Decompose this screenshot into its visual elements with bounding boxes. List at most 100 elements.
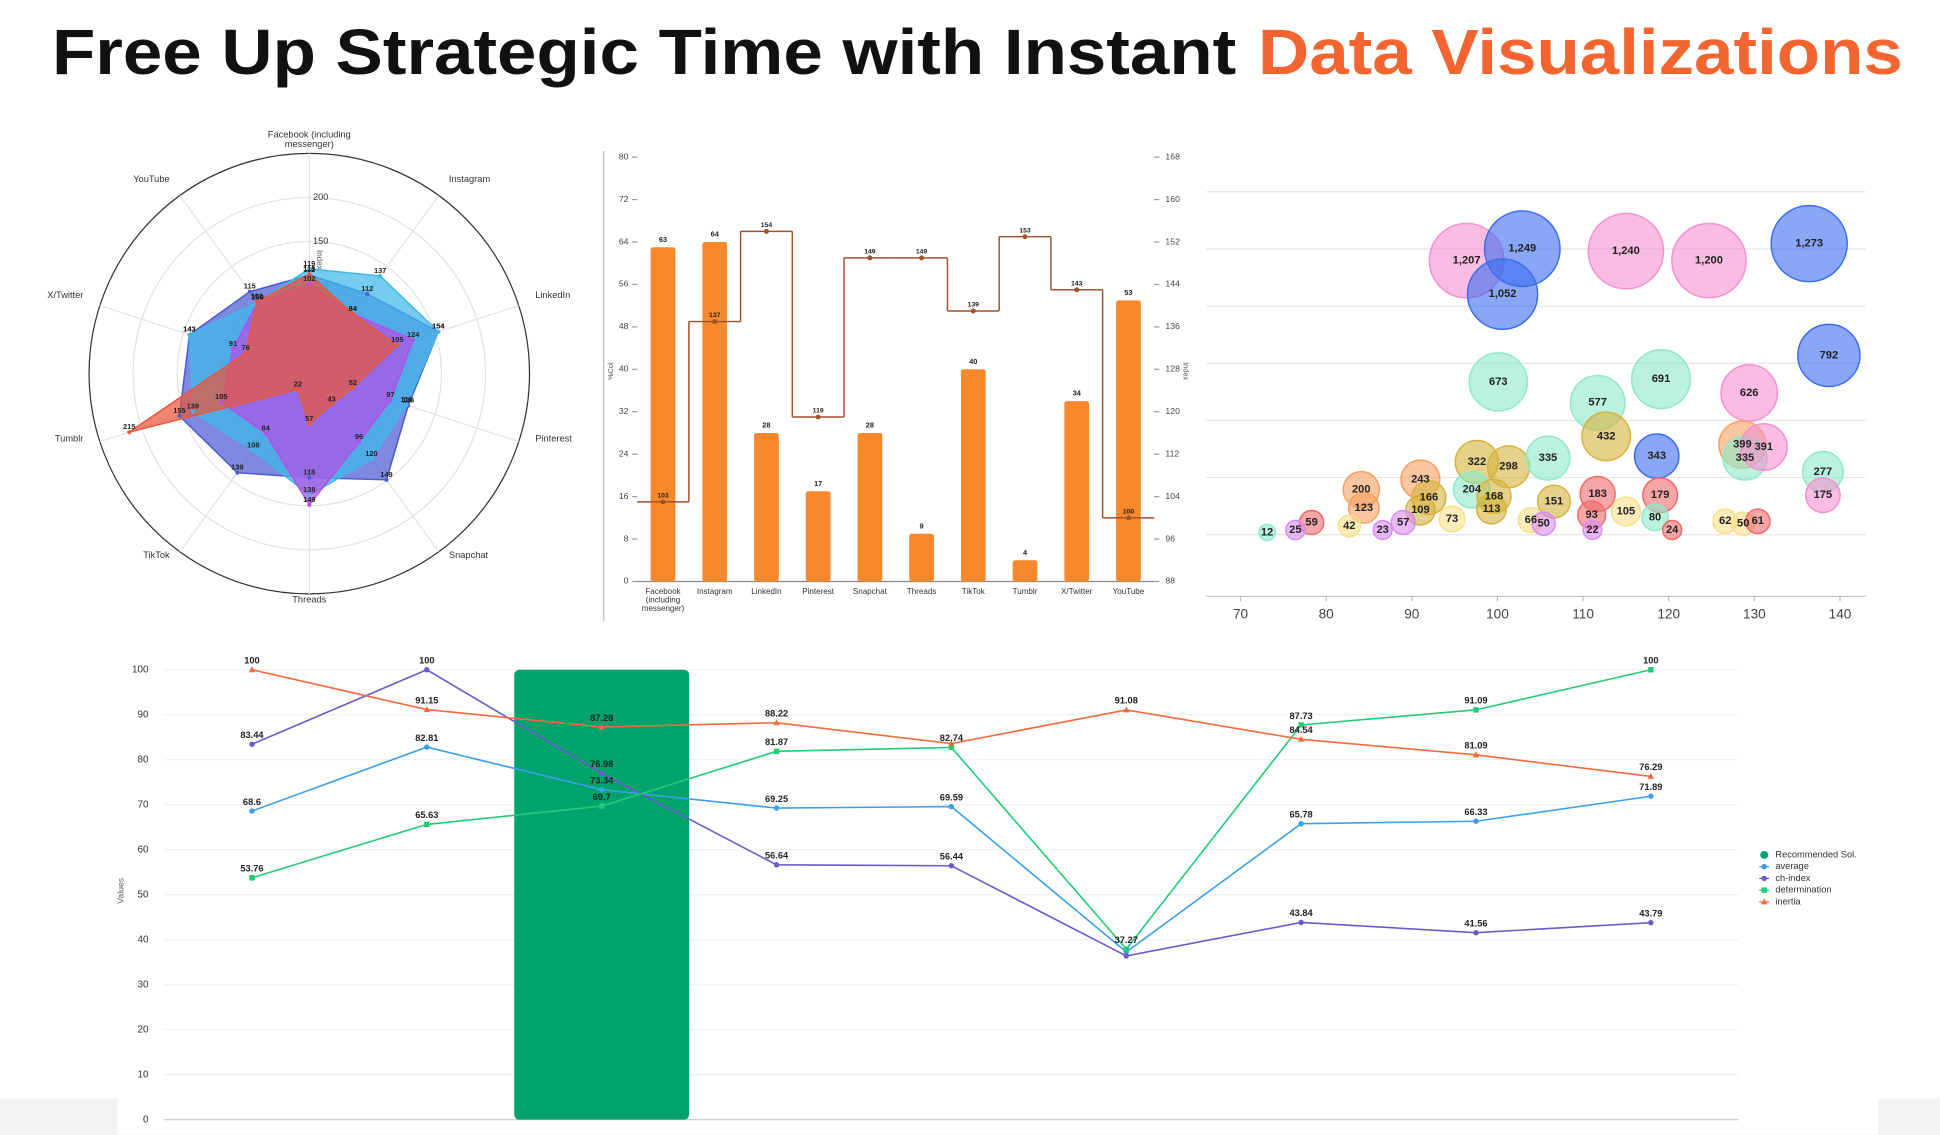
- data-label: 65.78: [1290, 810, 1313, 820]
- marker: [1472, 751, 1480, 758]
- data-label: 102: [303, 274, 315, 283]
- bubble: [1641, 503, 1670, 532]
- data-label: 335: [1736, 452, 1755, 464]
- step-point: [1125, 515, 1131, 521]
- data-label: 100: [1643, 656, 1658, 666]
- radar-point: [384, 477, 389, 482]
- legend-label: Recommended Sol.: [1775, 849, 1856, 859]
- bar: [1012, 560, 1038, 582]
- radar-point: [307, 502, 312, 507]
- content: Free Up Strategic Time with Instant Data …: [0, 16, 1940, 1135]
- y-axis-title: Values: [116, 877, 126, 903]
- y-tick-label: 40: [619, 364, 629, 374]
- marker: [1473, 818, 1479, 824]
- data-label: 149: [303, 495, 315, 504]
- radar-point: [369, 457, 374, 462]
- x-tick-label-text: Threads: [906, 587, 937, 597]
- data-label: 84: [349, 304, 358, 313]
- data-label: 139: [968, 302, 980, 309]
- r-tick-label: 200: [313, 192, 328, 202]
- marker: [1648, 793, 1654, 799]
- marker: [598, 723, 605, 730]
- radar-point: [219, 400, 224, 405]
- category-label: Facebook (including messenger): [268, 130, 351, 149]
- bar: [909, 533, 934, 582]
- data-label: 50: [1737, 518, 1749, 530]
- bubble: [1531, 511, 1556, 536]
- data-label: 432: [1597, 430, 1616, 442]
- x-tick-label: 110: [1572, 606, 1594, 621]
- radar-point: [263, 431, 268, 436]
- step-point: [919, 255, 925, 261]
- data-label: 28: [762, 420, 770, 429]
- legend-label: determination: [1775, 885, 1831, 895]
- x-tick-label: Instagram: [697, 588, 733, 597]
- x-tick-label-text: TikTok: [961, 587, 985, 597]
- data-label: 56.44: [940, 852, 964, 862]
- data-label: 166: [1420, 492, 1439, 504]
- data-label: 100: [251, 292, 263, 301]
- data-label: 100: [1123, 508, 1135, 515]
- radar-point: [307, 281, 312, 286]
- data-label: 28: [866, 420, 874, 429]
- marker: [598, 803, 605, 809]
- x-tick-label: Facebook (including messenger): [642, 588, 684, 614]
- data-label: 96: [355, 432, 363, 441]
- data-label: 76.98: [590, 759, 613, 769]
- data-label: 112: [361, 284, 373, 293]
- data-label: 243: [1411, 473, 1430, 485]
- radar-point: [307, 421, 312, 426]
- category-label-text: YouTube: [133, 174, 170, 185]
- data-label: 143: [183, 325, 195, 334]
- bubble: [1587, 212, 1665, 290]
- x-tick-label: 80: [1319, 606, 1335, 621]
- data-label: 149: [380, 470, 392, 479]
- step-point: [867, 255, 873, 261]
- category-label: LinkedIn: [535, 291, 570, 301]
- radar-point: [231, 346, 236, 351]
- marker: [424, 744, 430, 750]
- category-label-text: Pinterest: [535, 434, 572, 445]
- data-label: 116: [401, 395, 413, 404]
- legend-marker: [1761, 875, 1767, 882]
- bar: [857, 432, 883, 582]
- x-tick-label: 130: [1743, 606, 1766, 621]
- radar-point: [378, 274, 383, 278]
- data-label: 68.6: [243, 797, 261, 807]
- data-label: 24: [1666, 524, 1679, 536]
- data-label: 100: [244, 656, 259, 666]
- data-label: 204: [1462, 484, 1481, 496]
- data-label: 23: [1377, 524, 1389, 536]
- bubble: [1661, 519, 1683, 541]
- data-label: 52: [349, 378, 357, 387]
- data-label: 1,207: [1453, 255, 1481, 267]
- data-label: 73.34: [590, 776, 614, 786]
- y-axis-title: %Col: [606, 362, 615, 380]
- data-label: 322: [1468, 456, 1487, 468]
- data-label: 183: [1588, 488, 1607, 500]
- radar-point: [365, 291, 370, 296]
- data-label: 691: [1652, 373, 1671, 385]
- y-tick-label: 48: [619, 321, 629, 331]
- data-label: 43: [327, 394, 335, 403]
- y-tick-label: 80: [137, 754, 148, 765]
- step-point: [1074, 287, 1080, 293]
- data-label: 137: [374, 266, 386, 275]
- data-label: 143: [183, 325, 195, 334]
- data-label: 1,249: [1508, 243, 1536, 255]
- radar-point: [307, 493, 312, 498]
- radar-point: [307, 272, 312, 277]
- bubble: [1671, 222, 1747, 299]
- legend-label: inertia: [1775, 896, 1801, 906]
- category-label-text: TikTok: [143, 550, 170, 561]
- data-label: 88.22: [765, 709, 788, 719]
- data-label: 343: [1647, 450, 1666, 462]
- data-label: 118: [402, 396, 414, 405]
- data-label: 154: [432, 322, 445, 331]
- marker: [598, 770, 605, 777]
- data-label: 138: [303, 485, 315, 494]
- data-label: 151: [1545, 495, 1564, 507]
- y2-tick-label: 152: [1165, 236, 1180, 246]
- data-label: 80: [1649, 511, 1661, 523]
- data-label: 87.28: [590, 713, 613, 723]
